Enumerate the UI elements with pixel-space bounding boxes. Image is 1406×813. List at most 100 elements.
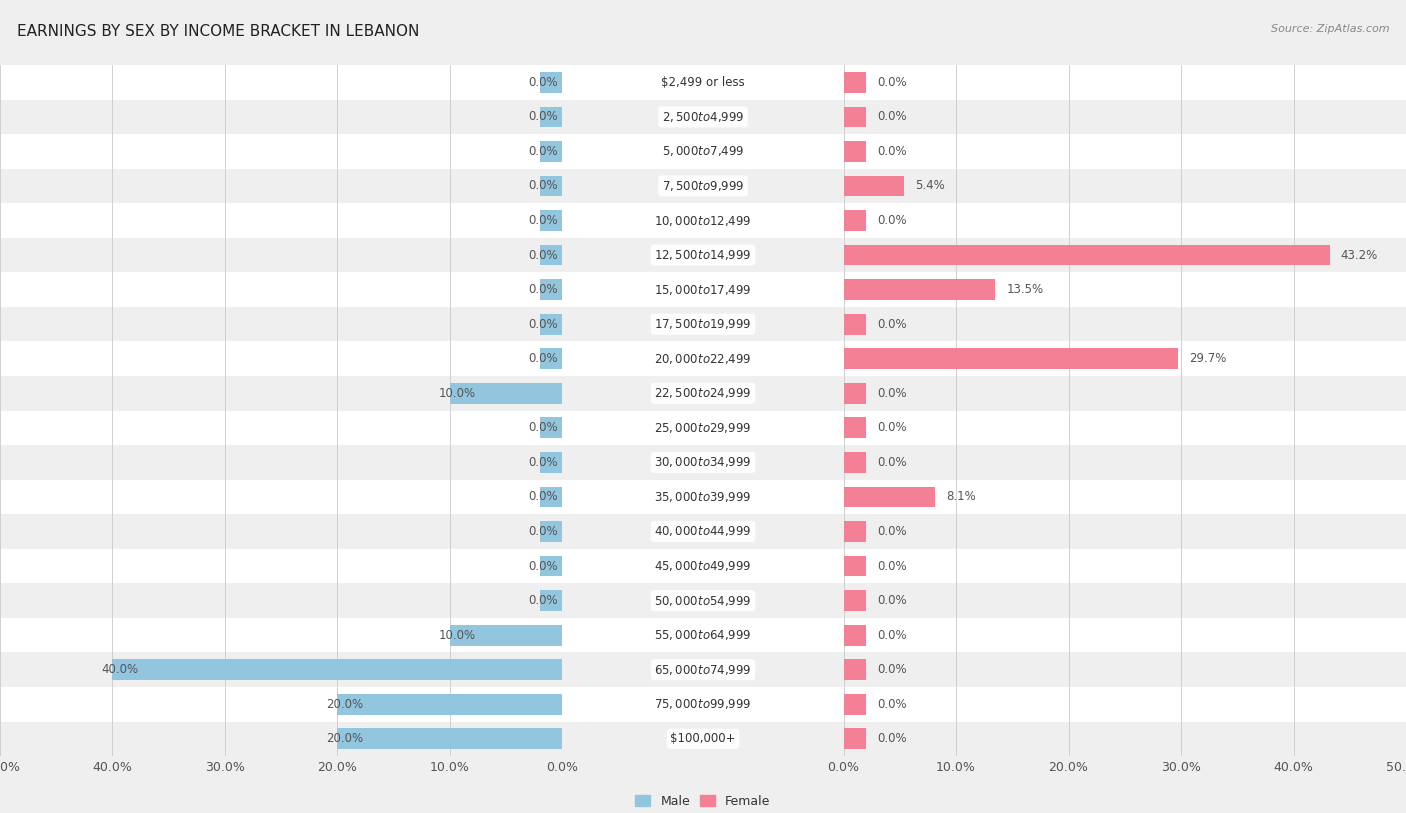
Bar: [844, 272, 1406, 307]
Text: 0.0%: 0.0%: [529, 490, 558, 503]
Text: 0.0%: 0.0%: [529, 352, 558, 365]
Bar: [0, 618, 562, 652]
Bar: [562, 584, 844, 618]
Bar: [562, 169, 844, 203]
Bar: [540, 452, 562, 473]
Bar: [540, 418, 562, 438]
Bar: [844, 590, 866, 611]
Text: 0.0%: 0.0%: [877, 525, 907, 538]
Bar: [844, 280, 995, 300]
Text: 0.0%: 0.0%: [529, 76, 558, 89]
Bar: [0, 687, 562, 722]
Text: 0.0%: 0.0%: [877, 559, 907, 572]
Text: 0.0%: 0.0%: [529, 559, 558, 572]
Text: 0.0%: 0.0%: [529, 283, 558, 296]
Text: $30,000 to $34,999: $30,000 to $34,999: [654, 455, 752, 469]
Bar: [0, 411, 562, 446]
Bar: [540, 280, 562, 300]
Text: $45,000 to $49,999: $45,000 to $49,999: [654, 559, 752, 573]
Bar: [844, 72, 866, 93]
Text: 0.0%: 0.0%: [529, 111, 558, 124]
Bar: [844, 411, 1406, 446]
Bar: [562, 203, 844, 237]
Text: 0.0%: 0.0%: [529, 421, 558, 434]
Bar: [844, 521, 866, 541]
Bar: [562, 99, 844, 134]
Bar: [0, 515, 562, 549]
Bar: [844, 99, 1406, 134]
Bar: [450, 383, 562, 404]
Bar: [844, 480, 1406, 515]
Text: $15,000 to $17,499: $15,000 to $17,499: [654, 283, 752, 297]
Text: 10.0%: 10.0%: [439, 387, 475, 400]
Text: $10,000 to $12,499: $10,000 to $12,499: [654, 214, 752, 228]
Text: 0.0%: 0.0%: [877, 628, 907, 641]
Text: 0.0%: 0.0%: [877, 111, 907, 124]
Text: 0.0%: 0.0%: [877, 318, 907, 331]
Bar: [844, 694, 866, 715]
Bar: [844, 418, 866, 438]
Bar: [540, 590, 562, 611]
Bar: [562, 652, 844, 687]
Bar: [540, 107, 562, 127]
Bar: [844, 203, 1406, 237]
Bar: [540, 349, 562, 369]
Bar: [844, 659, 866, 680]
Bar: [844, 452, 866, 473]
Bar: [540, 176, 562, 197]
Bar: [562, 307, 844, 341]
Bar: [844, 728, 866, 750]
Bar: [0, 307, 562, 341]
Bar: [562, 411, 844, 446]
Text: $5,000 to $7,499: $5,000 to $7,499: [662, 145, 744, 159]
Bar: [562, 480, 844, 515]
Bar: [0, 99, 562, 134]
Bar: [844, 341, 1406, 376]
Bar: [844, 556, 866, 576]
Text: $75,000 to $99,999: $75,000 to $99,999: [654, 698, 752, 711]
Text: 0.0%: 0.0%: [877, 387, 907, 400]
Bar: [562, 237, 844, 272]
Bar: [562, 272, 844, 307]
Bar: [540, 314, 562, 335]
Bar: [0, 203, 562, 237]
Bar: [844, 349, 1178, 369]
Text: 0.0%: 0.0%: [529, 180, 558, 193]
Text: 5.4%: 5.4%: [915, 180, 945, 193]
Text: 8.1%: 8.1%: [946, 490, 976, 503]
Bar: [0, 376, 562, 411]
Bar: [562, 687, 844, 722]
Text: 29.7%: 29.7%: [1189, 352, 1226, 365]
Bar: [540, 72, 562, 93]
Bar: [844, 307, 1406, 341]
Text: 43.2%: 43.2%: [1341, 249, 1378, 262]
Text: 40.0%: 40.0%: [101, 663, 138, 676]
Bar: [0, 341, 562, 376]
Text: 0.0%: 0.0%: [529, 594, 558, 607]
Text: 0.0%: 0.0%: [529, 456, 558, 469]
Bar: [844, 376, 1406, 411]
Text: 0.0%: 0.0%: [529, 249, 558, 262]
Bar: [844, 549, 1406, 584]
Bar: [450, 624, 562, 646]
Bar: [562, 341, 844, 376]
Text: $2,500 to $4,999: $2,500 to $4,999: [662, 110, 744, 124]
Bar: [844, 687, 1406, 722]
Text: 0.0%: 0.0%: [877, 145, 907, 158]
Bar: [844, 245, 1330, 265]
Bar: [540, 245, 562, 265]
Text: 0.0%: 0.0%: [877, 76, 907, 89]
Bar: [337, 694, 562, 715]
Bar: [562, 549, 844, 584]
Bar: [0, 237, 562, 272]
Bar: [562, 722, 844, 756]
Legend: Male, Female: Male, Female: [630, 790, 776, 813]
Text: 0.0%: 0.0%: [529, 318, 558, 331]
Text: $65,000 to $74,999: $65,000 to $74,999: [654, 663, 752, 676]
Bar: [562, 446, 844, 480]
Text: $50,000 to $54,999: $50,000 to $54,999: [654, 593, 752, 607]
Bar: [540, 211, 562, 231]
Bar: [844, 134, 1406, 169]
Bar: [0, 134, 562, 169]
Text: $17,500 to $19,999: $17,500 to $19,999: [654, 317, 752, 331]
